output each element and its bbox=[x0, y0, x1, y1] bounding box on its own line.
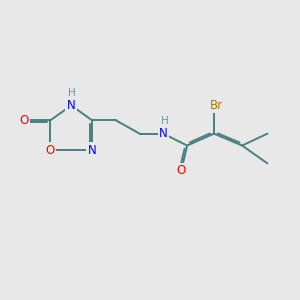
Text: Br: Br bbox=[210, 99, 223, 112]
Text: H: H bbox=[161, 116, 169, 126]
Text: N: N bbox=[67, 99, 76, 112]
Text: H: H bbox=[68, 88, 76, 98]
Text: O: O bbox=[19, 114, 28, 127]
Text: O: O bbox=[46, 143, 55, 157]
Text: N: N bbox=[88, 143, 96, 157]
Text: N: N bbox=[159, 127, 168, 140]
Text: O: O bbox=[177, 164, 186, 177]
